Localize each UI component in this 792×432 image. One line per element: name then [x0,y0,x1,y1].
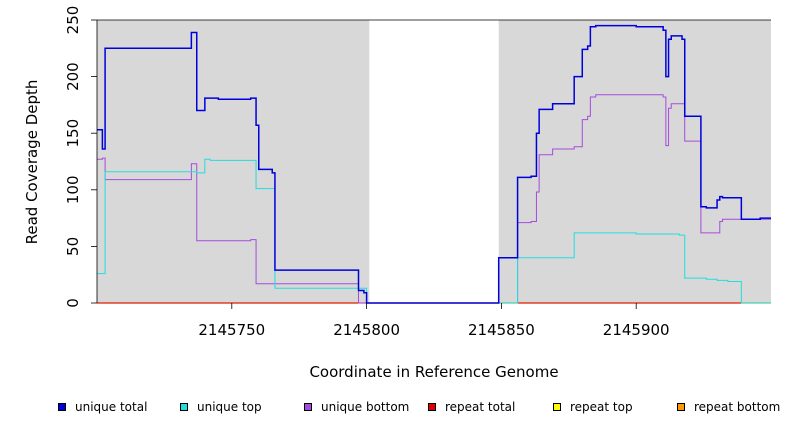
legend-item-unique-total: unique total [58,400,147,414]
shaded-region-1 [498,20,771,303]
legend-swatch [304,403,312,411]
legend-label: unique total [75,400,148,414]
legend-label: repeat bottom [694,400,781,414]
legend-item-repeat-bottom: repeat bottom [677,400,780,414]
series-unique-top [97,158,771,304]
legend-label: unique top [197,400,262,414]
y-tick-label-50: 50 [64,237,82,256]
y-tick-label-150: 150 [64,119,82,148]
axes: 0 50 100 150 200 250 2145750 2145800 2145850 2145… [64,6,771,339]
series-unique-total [97,24,771,304]
y-tick-label-0: 0 [64,298,82,308]
legend-item-unique-bottom: unique bottom [304,400,409,414]
legend-swatch [428,403,436,411]
legend-swatch [58,403,66,411]
x-axis-title: Coordinate in Reference Genome [309,363,558,381]
legend-label: repeat total [445,400,516,414]
y-axis-title: Read Coverage Depth [23,80,41,245]
x-tick-label-2145900: 2145900 [603,321,670,339]
legend-swatch [553,403,561,411]
x-tick-label-2145850: 2145850 [468,321,535,339]
legend-item-unique-top: unique top [180,400,262,414]
shaded-region-0 [97,20,370,303]
x-tick-label-2145750: 2145750 [198,321,265,339]
legend: unique total unique top unique bottom repea… [0,400,792,418]
y-tick-label-250: 250 [64,6,82,35]
y-tick-label-200: 200 [64,62,82,91]
y-tick-label-100: 100 [64,175,82,204]
legend-label: repeat top [570,400,633,414]
legend-swatch [180,403,188,411]
legend-swatch [677,403,685,411]
shaded-regions [97,20,771,303]
x-tick-label-2145800: 2145800 [333,321,400,339]
legend-label: unique bottom [321,400,410,414]
series-unique-bottom [97,94,771,304]
legend-item-repeat-top: repeat top [553,400,633,414]
legend-item-repeat-total: repeat total [428,400,515,414]
series-lines [97,24,771,304]
